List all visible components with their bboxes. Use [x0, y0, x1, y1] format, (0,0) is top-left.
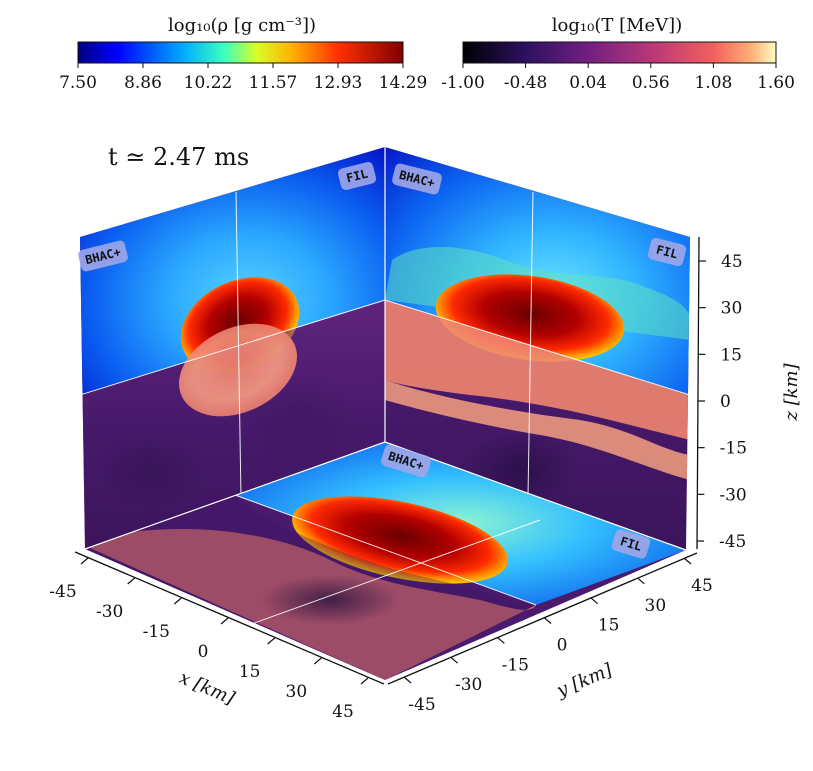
colorbar-tick-label: 12.93: [314, 73, 363, 93]
axis-tick-mark: [636, 577, 645, 585]
axis-tick-mark: [220, 617, 229, 625]
axis-tick-label: -30: [455, 675, 482, 695]
axis-tick-mark: [360, 677, 369, 685]
floor-density-blob: [292, 496, 508, 584]
colorbar-tick-label: 0.56: [632, 73, 670, 93]
axis-tick-label: -15: [502, 655, 529, 675]
colorbar-tick-label: 7.50: [59, 73, 97, 93]
x-axis-label: x [km]: [176, 667, 238, 709]
axis-tick-label: -30: [96, 602, 123, 622]
axis-tick-label: -45: [49, 582, 76, 602]
axis-tick-mark: [450, 656, 459, 664]
svg-text:FIL: FIL: [345, 167, 369, 186]
colorbar-density-gradient: [77, 41, 404, 64]
colorbar-temperature-gradient: [462, 41, 777, 64]
axis-tick-mark: [543, 617, 552, 624]
svg-text:FIL: FIL: [619, 534, 644, 554]
box-edges: [84, 147, 687, 551]
colorbar-tick-label: 11.57: [249, 73, 298, 93]
axis-tick-mark: [80, 557, 89, 565]
colorbar-tick-label: 14.29: [379, 73, 428, 93]
colorbar-temperature-title: log₁₀(T [MeV]): [552, 15, 682, 36]
colorbar-density: log₁₀(ρ [g cm⁻³]) 7.50 8.86 10.22 11.57 12.9…: [59, 15, 427, 93]
tag-left-bhac: BHAC+: [78, 240, 128, 272]
axis-tick-label: 15: [598, 616, 620, 636]
colorbar-tick-label: -1.00: [441, 73, 485, 93]
axis-tick-mark: [496, 636, 505, 644]
axis-tick-label: 30: [721, 299, 743, 319]
time-annotation: t ≃ 2.47 ms: [108, 143, 249, 171]
tag-right-fil: FIL: [647, 238, 687, 266]
colorbar-density-title: log₁₀(ρ [g cm⁻³]): [168, 15, 316, 36]
axis-tick-label: -45: [719, 532, 746, 552]
colorbar-temperature: log₁₀(T [MeV]) -1.00 -0.48 0.04 0.56 1.08 1.6…: [441, 15, 795, 93]
axis-tick-label: 45: [721, 252, 743, 272]
colorbar-tick-label: 0.04: [569, 73, 607, 93]
tag-floor-fil: FIL: [611, 529, 651, 559]
axis-tick-mark: [683, 557, 692, 565]
colorbar-tick-label: -0.48: [504, 73, 548, 93]
axis-tick-label: 45: [691, 576, 713, 596]
colorbar-tick-label: 1.60: [757, 73, 795, 93]
z-axis: 45 30 15 0 -15 -30 -45 z [km]: [696, 236, 802, 552]
axis-tick-label: 0: [720, 392, 731, 412]
axis-tick-label: 15: [720, 345, 742, 365]
axis-tick-mark: [590, 597, 599, 605]
axis-tick-label: -45: [408, 695, 435, 715]
tag-right-bhac: BHAC+: [392, 163, 442, 195]
svg-text:FIL: FIL: [655, 243, 679, 262]
tag-left-fil: FIL: [337, 162, 377, 190]
axis-tick-mark: [313, 657, 322, 665]
colorbar-tick-label: 8.86: [124, 73, 162, 93]
y-axis-label: y [km]: [553, 659, 616, 702]
axis-tick-label: 30: [645, 596, 667, 616]
z-axis-label: z [km]: [781, 362, 802, 421]
axis-tick-label: -15: [720, 439, 747, 459]
tag-floor-bhac: BHAC+: [381, 444, 431, 478]
axis-tick-mark: [267, 637, 276, 645]
axis-tick-label: 0: [198, 642, 209, 662]
colorbar-tick-label: 1.08: [694, 73, 732, 93]
axis-tick-label: 15: [239, 662, 261, 682]
axis-tick-label: -15: [143, 622, 170, 642]
axis-tick-label: 30: [286, 682, 308, 702]
axis-tick-label: 0: [557, 636, 568, 656]
axis-tick-mark: [403, 676, 412, 684]
axis-tick-mark: [127, 577, 136, 585]
colorbar-tick-label: 10.22: [184, 73, 233, 93]
axis-tick-label: 45: [332, 702, 354, 722]
axis-tick-mark: [173, 597, 182, 605]
axis-tick-label: -30: [719, 485, 746, 505]
